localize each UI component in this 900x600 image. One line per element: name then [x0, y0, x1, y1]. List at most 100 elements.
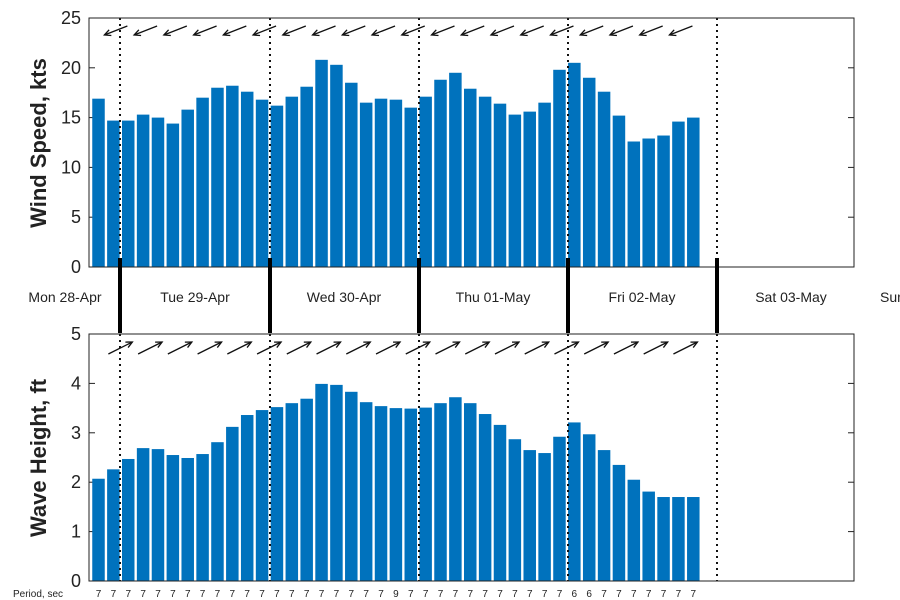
wave-bar: [196, 454, 209, 581]
wind-arrow-shaft: [520, 25, 544, 36]
wind-arrow-head: [102, 29, 112, 37]
wave-arrow-shaft: [167, 341, 193, 355]
wind-arrow-shaft: [371, 25, 396, 36]
wind-bar: [285, 96, 299, 268]
period-value: 7: [512, 589, 518, 600]
period-value: 7: [676, 589, 682, 600]
wave-bar: [374, 406, 388, 581]
wind-bar: [136, 114, 150, 267]
day-label: Thu 01-May: [456, 289, 531, 305]
wave-arrow-head: [363, 341, 372, 348]
period-value: 7: [259, 589, 265, 600]
day-label-band: Mon 28-Apr Tue 29-Apr Wed 30-Apr Thu 01-May…: [28, 258, 900, 333]
wave-arrow-head: [422, 341, 432, 348]
wind-arrow-head: [668, 29, 677, 37]
wind-bar: [92, 98, 105, 268]
period-value: 7: [453, 589, 459, 600]
period-value: 7: [527, 589, 533, 600]
wind-arrow-head: [400, 29, 409, 37]
wave-bar: [538, 453, 551, 581]
wave-bar: [359, 402, 373, 581]
wind-bar: [657, 135, 670, 267]
wave-direction-arrow: [256, 341, 283, 355]
wind-direction-arrow: [162, 25, 188, 37]
wind-bar: [553, 69, 566, 268]
wave-bar: [151, 449, 165, 581]
wave-bar: [404, 408, 418, 581]
wave-arrow-shaft: [554, 341, 579, 355]
period-value: 7: [349, 589, 355, 600]
wave-bar: [107, 469, 120, 581]
wave-arrow-shaft: [197, 341, 222, 355]
wave-bar: [226, 426, 239, 581]
wind-y-axis-label: Wind Speed, kts: [26, 58, 51, 228]
wind-bar: [597, 91, 611, 267]
period-value: 7: [244, 589, 250, 600]
wave-bar: [330, 384, 343, 581]
wind-arrow-shaft: [163, 25, 188, 36]
wind-arrow-shaft: [431, 25, 455, 36]
wave-bar: [612, 464, 626, 581]
wave-ytick-label: 5: [71, 324, 81, 344]
wind-arrow-shaft: [401, 25, 426, 36]
wind-bar: [121, 120, 135, 267]
wave-bar: [493, 424, 507, 581]
wind-arrow-head: [430, 29, 439, 37]
wave-arrow-head: [333, 341, 342, 348]
wave-arrow-head: [541, 341, 551, 348]
wave-y-axis-label: Wave Height, ft: [26, 378, 51, 537]
wave-bar: [315, 383, 328, 581]
period-value: 9: [393, 589, 399, 600]
wind-direction-arrow: [132, 25, 158, 37]
wind-arrow-head: [608, 29, 617, 37]
wind-arrow-shaft: [579, 25, 604, 36]
wave-bar: [449, 397, 462, 581]
wind-direction-arrow: [519, 25, 544, 37]
wave-arrow-shaft: [405, 341, 431, 355]
wave-direction-arrow: [316, 341, 342, 355]
wind-bar: [642, 138, 655, 267]
wave-ytick-label: 3: [71, 423, 81, 443]
wind-ytick-label: 5: [71, 207, 81, 227]
wind-bar: [196, 97, 209, 268]
wind-arrow-head: [311, 29, 320, 37]
wind-bar: [627, 141, 641, 267]
wind-bar: [582, 77, 596, 267]
wind-arrow-head: [251, 29, 261, 37]
wave-bar: [181, 457, 194, 581]
period-value: 7: [423, 589, 429, 600]
wind-arrow-head: [281, 29, 290, 37]
wave-arrow-head: [660, 341, 670, 348]
wind-bar: [687, 117, 700, 267]
wave-arrow-head: [155, 341, 164, 348]
wind-bar: [508, 114, 522, 267]
wave-ytick-label: 1: [71, 522, 81, 542]
wave-bar: [255, 410, 269, 581]
wind-direction-arrow: [578, 25, 604, 37]
wave-bar: [523, 450, 536, 581]
wave-direction-arrow: [643, 341, 670, 355]
wave-bar: [345, 391, 358, 581]
wind-bar: [107, 120, 120, 267]
wave-direction-arrow: [673, 341, 699, 355]
wave-arrow-shaft: [464, 341, 490, 355]
period-value: 7: [497, 589, 503, 600]
wave-arrow-shaft: [583, 341, 609, 355]
wind-direction-arrow: [489, 25, 515, 37]
period-value: 7: [467, 589, 473, 600]
wave-arrow-shaft: [316, 341, 341, 355]
wave-arrow-shaft: [435, 341, 460, 355]
wind-direction-arrow: [221, 25, 247, 37]
wave-direction-arrow: [464, 341, 491, 355]
day-label: Wed 30-Apr: [307, 289, 382, 305]
wave-arrow-head: [690, 341, 699, 348]
period-value: 7: [363, 589, 369, 600]
wave-bar: [597, 450, 611, 581]
wave-plot-frame: [88, 333, 855, 582]
wind-bar: [151, 117, 165, 267]
period-value: 6: [586, 589, 592, 600]
wave-direction-arrow: [108, 341, 134, 355]
